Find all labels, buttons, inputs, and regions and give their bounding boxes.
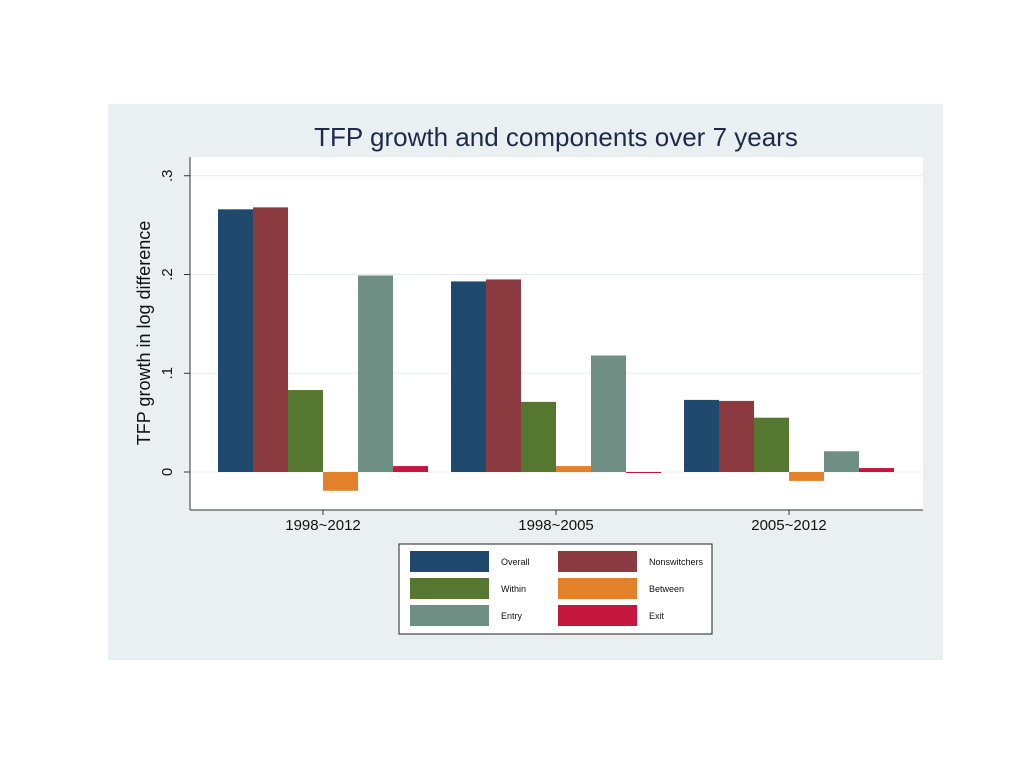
x-tick-label: 1998~2012 xyxy=(285,517,361,534)
legend-swatch-entry xyxy=(410,605,489,626)
legend-label-nonswitchers: Nonswitchers xyxy=(649,557,704,567)
chart-title: TFP growth and components over 7 years xyxy=(314,122,798,152)
x-ticks: 1998~2012 1998~2005 2005~2012 xyxy=(285,510,827,534)
bar-exit-2 xyxy=(859,468,894,472)
bar-between-0 xyxy=(323,472,358,491)
bar-entry-0 xyxy=(358,275,393,472)
x-tick-label: 2005~2012 xyxy=(751,517,827,534)
bar-between-2 xyxy=(789,472,824,481)
bar-exit-1 xyxy=(626,472,661,473)
bar-overall-2 xyxy=(684,399,719,472)
bar-overall-1 xyxy=(451,281,486,472)
y-axis-label: TFP growth in log difference xyxy=(134,221,154,445)
legend-label-between: Between xyxy=(649,584,684,594)
legend-swatch-within xyxy=(410,578,489,599)
bar-within-1 xyxy=(521,401,556,472)
legend-swatch-nonswitchers xyxy=(558,551,637,572)
legend-label-entry: Entry xyxy=(501,611,523,621)
bar-nonswitchers-0 xyxy=(253,207,288,472)
y-tick-label: 0 xyxy=(159,468,176,476)
legend: Overall Nonswitchers Within Between Entry Exi… xyxy=(398,543,713,635)
bars xyxy=(218,207,894,491)
y-tick-label: .3 xyxy=(159,169,176,182)
legend-swatch-overall xyxy=(410,551,489,572)
legend-label-within: Within xyxy=(501,584,526,594)
bar-within-0 xyxy=(288,390,323,472)
bar-overall-0 xyxy=(218,209,253,472)
legend-label-overall: Overall xyxy=(501,557,530,567)
bar-within-2 xyxy=(754,417,789,472)
legend-swatch-between xyxy=(558,578,637,599)
legend-swatch-exit xyxy=(558,605,637,626)
bar-entry-2 xyxy=(824,451,859,472)
bar-nonswitchers-2 xyxy=(719,400,754,472)
legend-label-exit: Exit xyxy=(649,611,665,621)
bar-exit-0 xyxy=(393,466,428,472)
x-tick-label: 1998~2005 xyxy=(518,517,594,534)
bar-between-1 xyxy=(556,466,591,472)
y-ticks: 0 .1 .2 .3 xyxy=(159,169,190,476)
y-tick-label: .2 xyxy=(159,268,176,281)
y-tick-label: .1 xyxy=(159,367,176,380)
bar-entry-1 xyxy=(591,355,626,472)
bar-nonswitchers-1 xyxy=(486,279,521,472)
